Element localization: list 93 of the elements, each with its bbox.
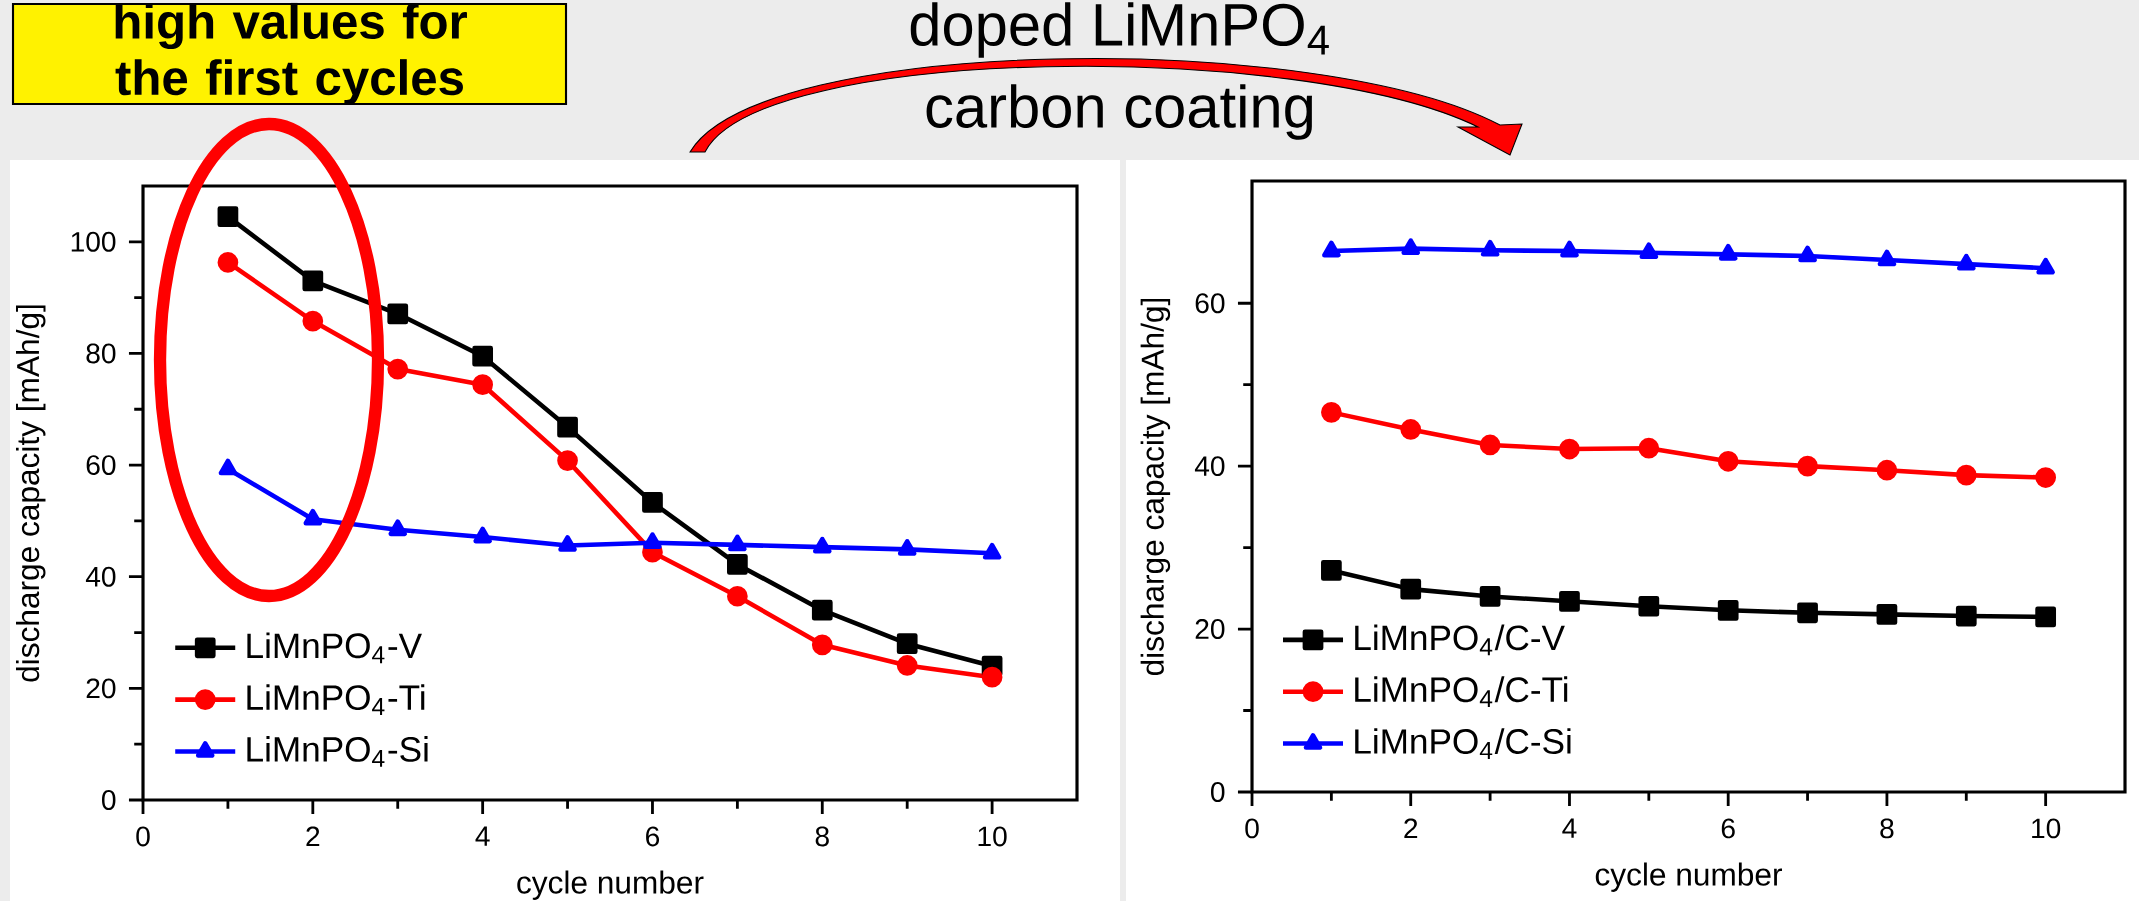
point [1877,249,1897,267]
y-tick-label: 60 [86,455,116,476]
point [1797,455,1818,477]
x-tick-label: 4 [475,826,490,846]
point [896,633,918,655]
point [1717,599,1739,621]
point [1638,595,1660,617]
point [1480,239,1500,257]
point [1798,245,1817,263]
y-axis-title: discharge capacity [mAh/g] [16,305,46,682]
point [217,206,239,228]
point [388,519,408,537]
point [218,458,238,476]
point [303,508,323,526]
legend-label: LiMnPO$_{4}$-Si [247,736,428,767]
point [1876,604,1898,625]
text: high values for the first cycles [115,2,467,106]
point [1560,240,1579,258]
point [2036,257,2055,275]
point [897,539,917,556]
x-tick-label: 10 [2032,818,2061,839]
point [1559,438,1580,460]
point [896,655,918,676]
x-tick-label: 8 [815,826,829,847]
point [1322,240,1341,258]
point [472,374,494,396]
y-tick-label: 60 [1195,293,1225,314]
x-tick-label: 10 [978,826,1007,847]
legend-label: LiMnPO$_{4}$-Ti [247,684,425,715]
point [387,303,409,325]
point [217,252,239,273]
point [1400,419,1422,440]
x-tick-label: 0 [1245,818,1259,839]
point [811,599,833,621]
point [1479,434,1501,456]
point [1400,578,1422,600]
point [642,492,663,513]
text: doped LiMnPO$_{4}$ [910,2,1329,58]
point [1955,464,1977,486]
x-axis-title: cycle number [1595,862,1783,892]
y-tick-label: 40 [1194,456,1225,477]
point [1479,586,1501,607]
x-tick-label: 2 [306,826,320,847]
point [1639,242,1659,260]
point [728,534,747,552]
point [1718,243,1738,261]
point [1638,437,1660,459]
point [981,666,1003,688]
y-axis-title: discharge capacity [mAh/g] [1140,298,1171,676]
point [473,526,492,544]
point [557,416,578,438]
point [643,532,662,549]
x-tick-label: 8 [1880,818,1894,839]
point [302,310,324,332]
x-tick-label: 2 [1404,818,1418,839]
point [387,358,409,380]
y-tick-label: 80 [86,343,116,364]
legend-label: LiMnPO$_{4}$-V [247,632,422,664]
x-axis-title: cycle number [517,870,704,900]
y-tick-label: 20 [86,678,116,699]
point [727,554,748,575]
text: carbon coating [926,84,1313,140]
y-tick-label: 20 [1195,619,1225,640]
point [982,542,1002,560]
y-tick-label: 0 [102,790,116,810]
y-tick-label: 0 [1211,782,1225,802]
point [1559,590,1580,612]
legend-label: LiMnPO$_{4}$/C-V [1355,624,1565,656]
x-tick-label: 0 [136,826,150,847]
y-tick-label: 100 [71,231,116,252]
point [1717,450,1739,472]
point [1955,605,1977,627]
point [302,270,324,292]
point [1321,402,1342,423]
point [811,634,833,656]
point [1321,560,1342,581]
point [2035,467,2057,488]
y-tick-label: 40 [85,566,116,587]
point [1797,602,1818,624]
point [558,535,577,552]
point [812,536,832,554]
point [727,585,748,607]
point [1957,253,1976,271]
point [472,345,494,367]
legend-label: LiMnPO$_{4}$/C-Si [1355,728,1571,759]
x-tick-label: 6 [646,826,660,847]
point [1876,459,1898,481]
point [2035,606,2057,628]
point [557,450,578,471]
x-tick-label: 4 [1562,818,1577,838]
legend-label: LiMnPO$_{4}$/C-Ti [1355,676,1568,708]
point [1401,238,1421,255]
x-tick-label: 6 [1721,818,1735,839]
